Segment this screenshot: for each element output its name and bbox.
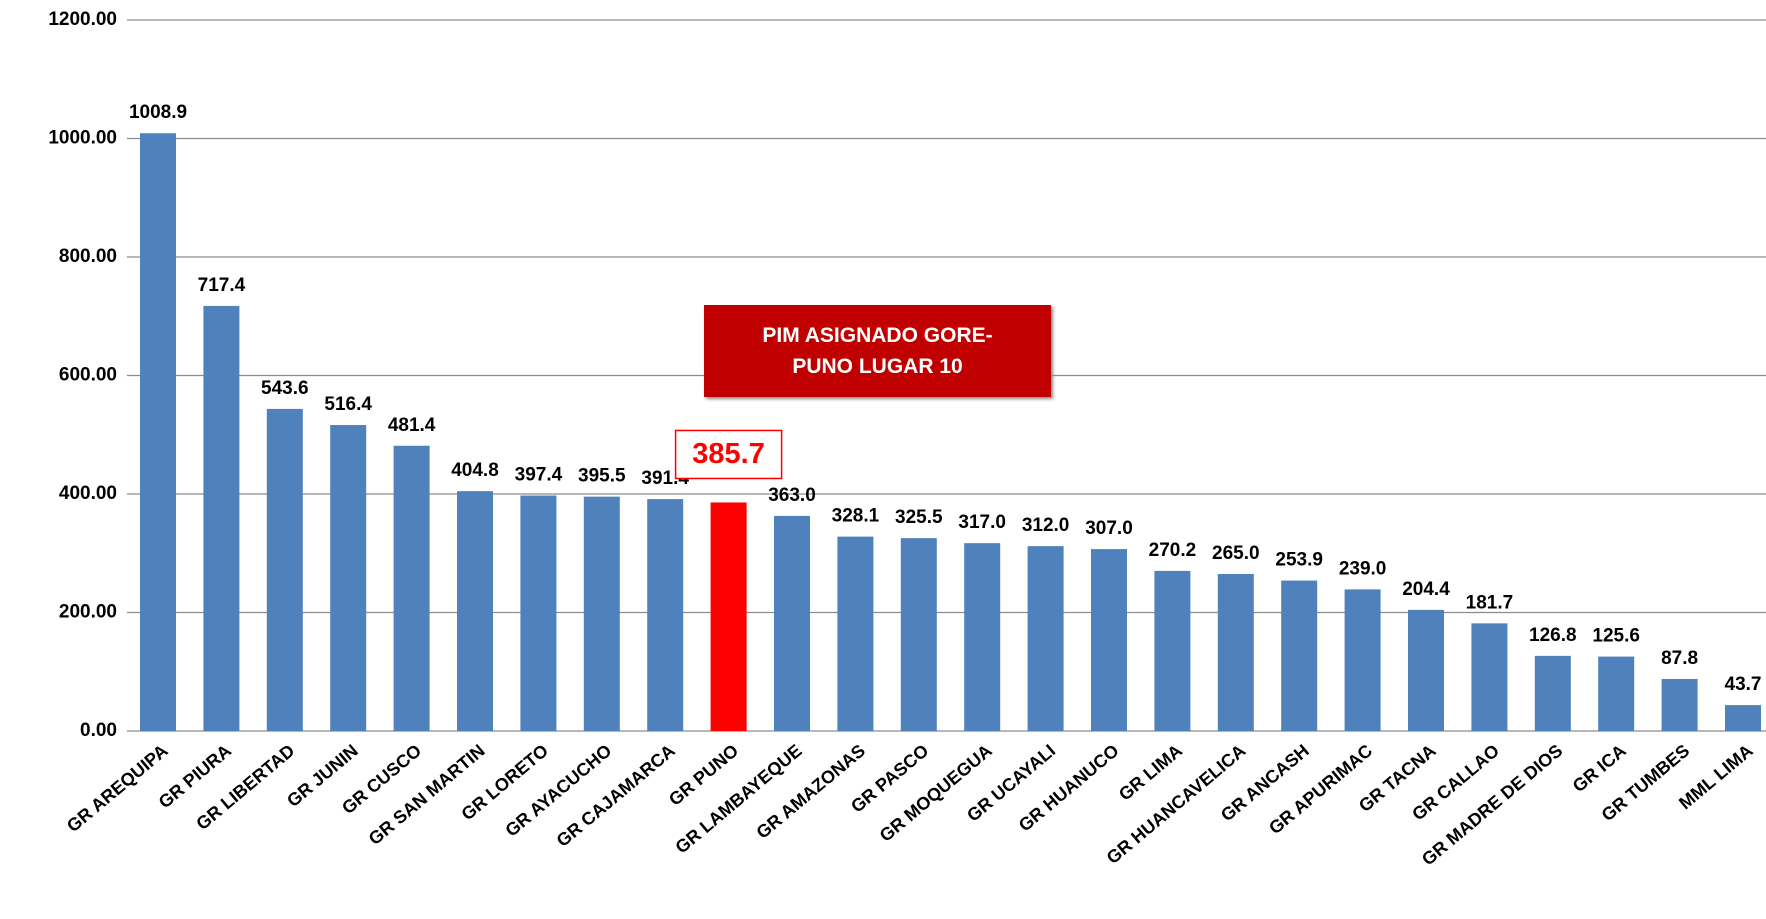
bar	[1662, 679, 1698, 731]
annotation: PIM ASIGNADO GORE-PUNO LUGAR 10	[704, 305, 1051, 397]
bar	[1725, 705, 1761, 731]
value-label: 204.4	[1402, 579, 1450, 600]
bar	[1154, 571, 1190, 731]
value-label: 312.0	[1022, 515, 1070, 536]
y-tick-label: 200.00	[59, 602, 117, 623]
value-label: 516.4	[324, 394, 372, 415]
value-label: 126.8	[1529, 625, 1577, 646]
bar	[457, 491, 493, 731]
bar	[140, 133, 176, 731]
value-label: 87.8	[1661, 648, 1698, 669]
bar	[774, 516, 810, 731]
x-tick-label: GR CAJAMARCA	[553, 740, 679, 850]
bar	[584, 497, 620, 731]
x-tick-label: GR AMAZONAS	[753, 740, 870, 842]
bar	[1598, 657, 1634, 731]
value-label: 481.4	[388, 415, 436, 436]
value-label: 328.1	[832, 506, 880, 527]
value-label: 125.6	[1592, 626, 1640, 647]
x-tick-label: GR AREQUIPA	[63, 740, 172, 836]
value-label: 239.0	[1339, 558, 1387, 579]
bar	[1408, 610, 1444, 731]
bar	[203, 306, 239, 731]
bar	[711, 502, 747, 731]
y-tick-label: 0.00	[80, 720, 117, 741]
bar	[901, 538, 937, 731]
bar	[1345, 589, 1381, 731]
bar	[964, 543, 1000, 731]
x-tick-label: GR ICA	[1569, 740, 1630, 796]
page: 0.00 200.00 400.00 600.00 800.00 1000.00 1200.…	[0, 0, 1766, 919]
value-label: 181.7	[1466, 592, 1514, 613]
bar	[1281, 581, 1317, 731]
bar	[1471, 623, 1507, 731]
bar	[520, 496, 556, 731]
value-label: 253.9	[1275, 550, 1323, 571]
chart: 0.00 200.00 400.00 600.00 800.00 1000.00 1200.…	[0, 0, 1766, 919]
y-tick-label: 1200.00	[48, 9, 117, 30]
value-label: 307.0	[1085, 518, 1133, 539]
y-tick-label: 800.00	[59, 246, 117, 267]
bar	[1535, 656, 1571, 731]
value-label: 265.0	[1212, 543, 1260, 564]
value-label: 317.0	[958, 512, 1006, 533]
x-tick-label: GR AYACUCHO	[501, 740, 615, 840]
value-label: 397.4	[515, 465, 563, 486]
value-label: 1008.9	[129, 102, 187, 123]
bar	[1091, 549, 1127, 731]
bar	[1218, 574, 1254, 731]
bar	[837, 537, 873, 731]
value-label: 363.0	[768, 485, 816, 506]
bar	[394, 446, 430, 731]
value-label: 395.5	[578, 466, 626, 487]
value-label: 325.5	[895, 507, 943, 528]
value-label: 404.8	[451, 460, 499, 481]
value-label: 43.7	[1725, 674, 1762, 695]
bar	[267, 409, 303, 731]
y-tick-label: 400.00	[59, 483, 117, 504]
value-label: 543.6	[261, 378, 309, 399]
y-tick-label: 600.00	[59, 365, 117, 386]
bar	[330, 425, 366, 731]
y-tick-label: 1000.00	[48, 128, 117, 149]
bar	[647, 499, 683, 731]
x-tick-label: GR SAN MARTIN	[365, 740, 489, 849]
value-label: 717.4	[198, 275, 246, 296]
value-label: 270.2	[1149, 540, 1197, 561]
bar	[1028, 546, 1064, 731]
x-tick-label: GR MOQUEGUA	[876, 740, 996, 845]
value-label: 385.7	[692, 438, 765, 470]
